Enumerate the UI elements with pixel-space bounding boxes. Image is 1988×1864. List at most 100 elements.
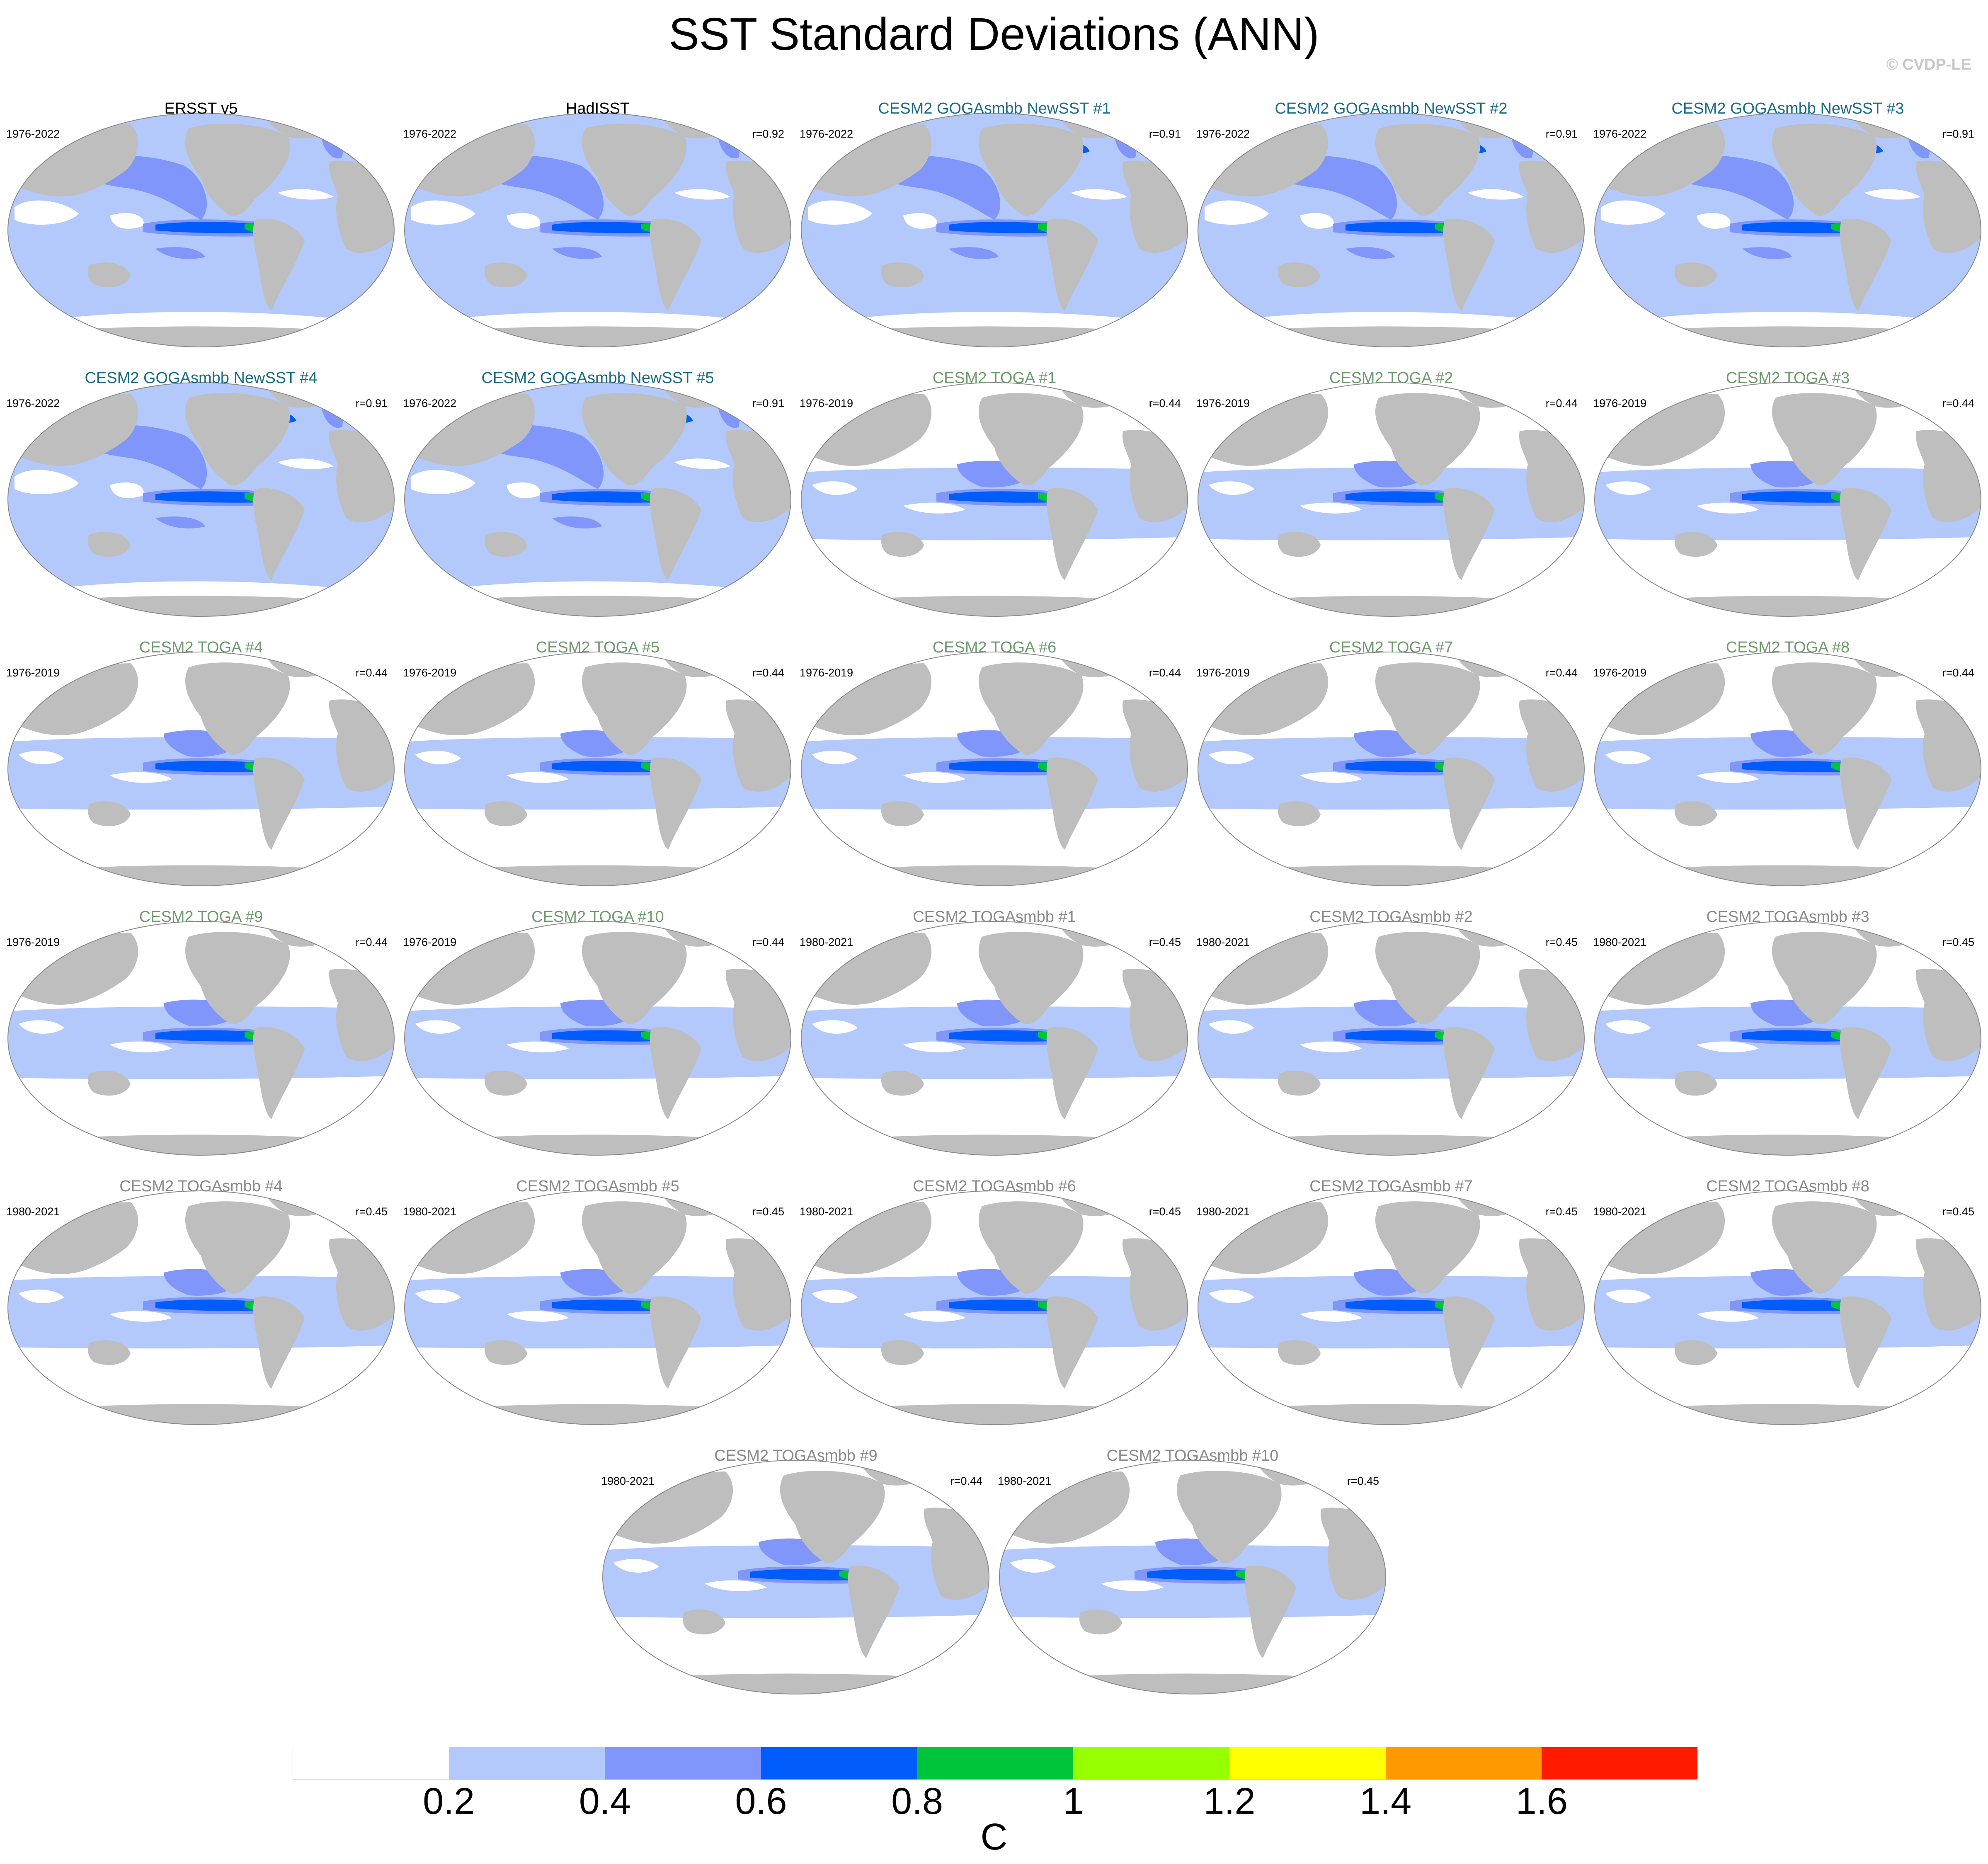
north-america-land <box>1772 662 1877 755</box>
australia-land <box>88 1071 131 1096</box>
world-map <box>801 113 1188 347</box>
enso-tongue-inner <box>1147 1569 1250 1580</box>
map-panel: CESM2 TOGAsmbb #10 1980-2021 r=0.45 <box>998 1442 1387 1704</box>
low-variance-patch <box>1605 1020 1651 1034</box>
map-field <box>1198 1191 1584 1425</box>
low-variance-patch <box>278 189 334 200</box>
south-america-land <box>1046 1027 1098 1119</box>
map-panel: CESM2 TOGAsmbb #8 1980-2021 r=0.45 <box>1593 1173 1983 1434</box>
south-america-land <box>1443 1027 1495 1119</box>
panel-years: 1980-2021 <box>1593 1205 1647 1218</box>
australia-land <box>88 532 131 557</box>
map-panel: CESM2 TOGA #3 1976-2019 r=0.44 <box>1593 365 1983 626</box>
antarctica-land <box>8 865 394 886</box>
australia-land <box>881 801 924 827</box>
low-variance-patch <box>1209 481 1254 495</box>
australia-land <box>88 1340 131 1365</box>
panel-years: 1976-2022 <box>6 128 60 140</box>
world-map <box>7 113 395 347</box>
map-border <box>1594 382 1981 617</box>
north-america-land <box>978 124 1084 216</box>
australia-land <box>1675 262 1717 288</box>
antarctica-land <box>801 1134 1188 1155</box>
map-border <box>7 1190 395 1425</box>
low-variance-patch <box>110 213 144 229</box>
low-variance-patch <box>1864 189 1920 200</box>
map-panel: CESM2 GOGAsmbb NewSST #2 1976-2022 r=0.91 <box>1196 95 1586 356</box>
australia-land <box>1675 801 1717 827</box>
enso-tongue-inner <box>155 222 258 233</box>
panel-years: 1980-2021 <box>403 1205 457 1218</box>
north-america-land <box>582 662 687 755</box>
antarctica-land <box>801 1404 1188 1425</box>
map-panel: CESM2 TOGAsmbb #3 1980-2021 r=0.45 <box>1593 904 1983 1165</box>
south-america-land <box>1046 757 1098 850</box>
colorbar <box>293 1747 1698 1780</box>
low-variance-patch <box>1605 751 1651 764</box>
panel-correlation: r=0.45 <box>752 1205 784 1218</box>
panel-title: CESM2 TOGAsmbb #8 <box>1706 1178 1869 1195</box>
colorbar-cell <box>761 1747 918 1780</box>
australia-land <box>881 1071 924 1096</box>
colorbar-label: 0.2 <box>423 1781 475 1822</box>
map-border <box>1198 382 1585 617</box>
map-panel: CESM2 TOGA #9 1976-2019 r=0.44 <box>6 904 396 1165</box>
panel-years: 1976-2022 <box>1196 128 1250 140</box>
enso-tongue-inner <box>155 761 258 772</box>
panel-title: CESM2 TOGA #3 <box>1726 369 1850 387</box>
panel-title: CESM2 TOGA #10 <box>531 908 664 926</box>
australia-land <box>881 1340 924 1365</box>
colorbar-label: 1.2 <box>1203 1781 1256 1822</box>
enso-tongue-inner <box>552 761 655 772</box>
panel-years: 1980-2021 <box>1196 1205 1250 1218</box>
low-variance-patch <box>411 470 475 494</box>
map-border <box>602 1460 989 1694</box>
low-variance-patch <box>110 1041 172 1052</box>
south-america-land <box>650 488 701 580</box>
enso-tongue-inner <box>552 222 655 233</box>
enso-tongue-inner <box>1346 761 1448 772</box>
colorbar-cell <box>917 1747 1074 1780</box>
world-map <box>1198 652 1585 886</box>
north-america-land <box>978 393 1084 485</box>
panel-title: CESM2 TOGAsmbb #6 <box>913 1178 1076 1195</box>
south-america-land <box>1840 1296 1891 1389</box>
map-border <box>404 113 791 347</box>
panel-title: CESM2 TOGAsmbb #10 <box>1106 1447 1279 1464</box>
map-border <box>7 382 395 617</box>
enso-tongue-inner <box>1742 761 1845 772</box>
low-variance-patch <box>1205 200 1269 225</box>
south-america-land <box>253 1027 305 1119</box>
panel-correlation: r=0.45 <box>1347 1475 1379 1487</box>
map-border <box>1594 113 1981 347</box>
low-variance-patch <box>1300 1041 1362 1052</box>
world-map <box>1198 382 1585 617</box>
australia-land <box>1675 532 1717 557</box>
south-america-land <box>1046 1296 1098 1389</box>
map-border <box>1198 1190 1585 1425</box>
panel-correlation: r=0.45 <box>1942 1205 1974 1218</box>
australia-land <box>881 532 924 557</box>
low-variance-patch <box>1468 189 1524 200</box>
panel-years: 1980-2021 <box>1196 936 1250 948</box>
antarctica-land <box>1198 1404 1584 1425</box>
world-map <box>7 1190 395 1425</box>
panel-years: 1976-2022 <box>403 128 457 140</box>
world-map <box>1594 382 1981 617</box>
world-map <box>7 382 395 617</box>
low-variance-patch <box>1697 1041 1759 1052</box>
enso-tongue-inner <box>949 222 1052 233</box>
australia-land <box>88 262 131 288</box>
panel-correlation: r=0.45 <box>1545 936 1578 948</box>
enso-tongue-inner <box>1346 222 1448 233</box>
panel-correlation: r=0.44 <box>1149 397 1181 410</box>
australia-land <box>485 801 527 827</box>
south-america-land <box>1443 757 1495 850</box>
low-variance-patch <box>1697 213 1731 229</box>
low-variance-patch <box>1605 481 1651 495</box>
panel-correlation: r=0.44 <box>752 936 784 948</box>
map-panel: CESM2 TOGAsmbb #6 1980-2021 r=0.45 <box>800 1173 1189 1434</box>
antarctica-land <box>1198 1134 1584 1155</box>
panel-title: CESM2 TOGA #5 <box>536 639 660 656</box>
north-america-land <box>185 1201 290 1294</box>
